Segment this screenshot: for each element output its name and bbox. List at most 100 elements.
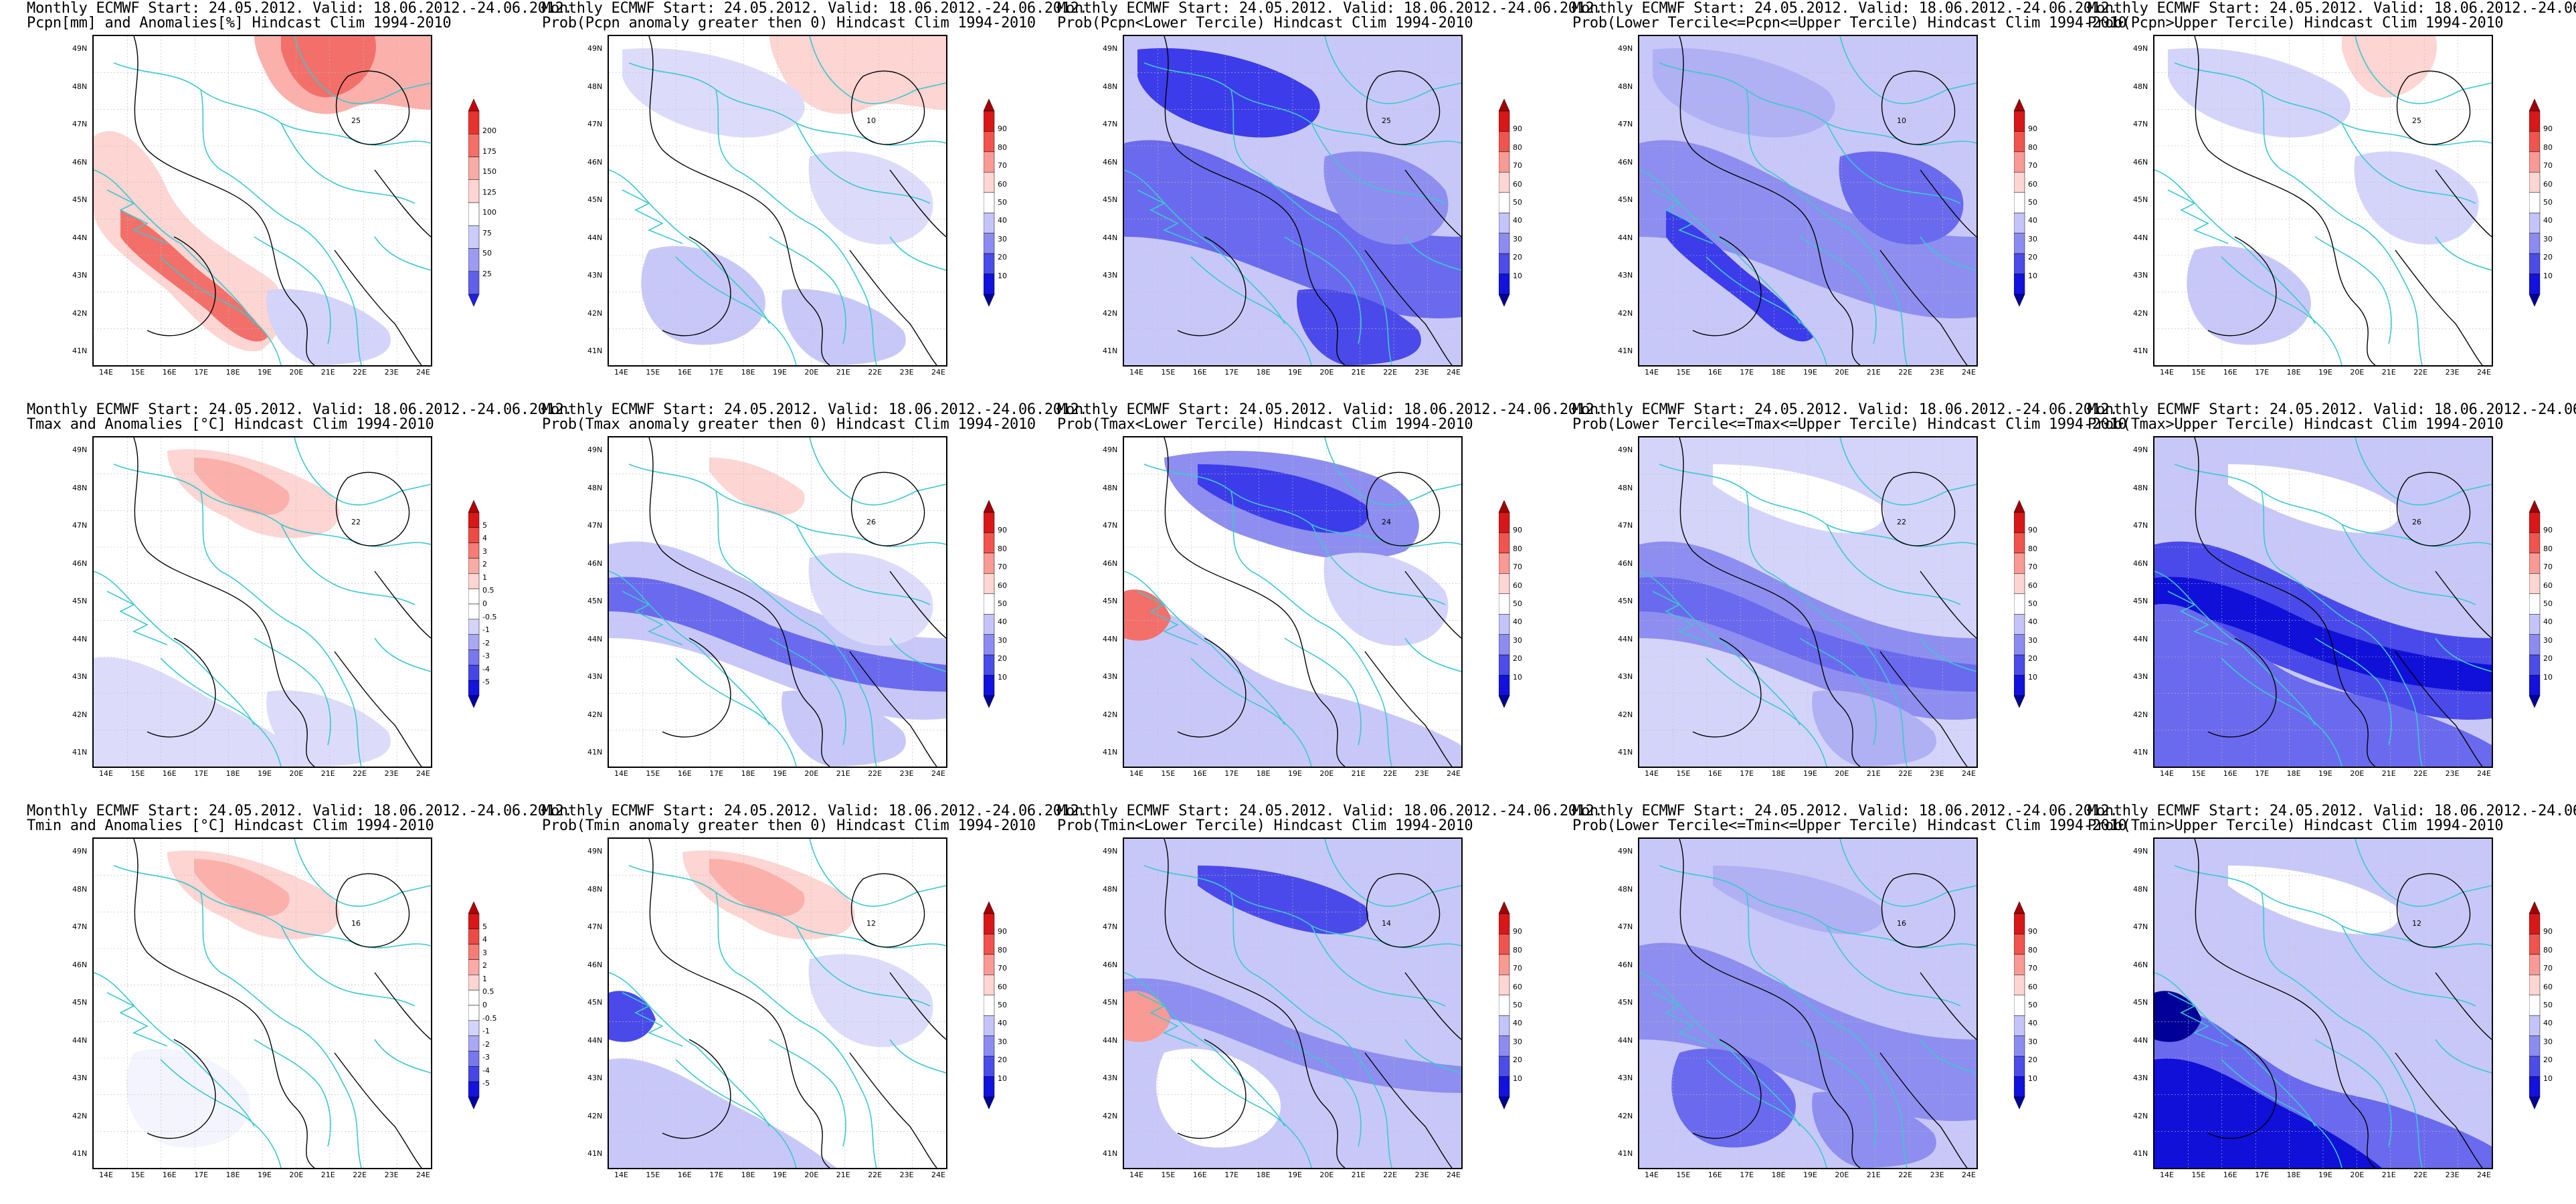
colorbar-tick-label: 10	[998, 271, 1007, 280]
latitude-tick-label: 48N	[587, 483, 603, 492]
longitude-tick-label: 14E	[1129, 368, 1143, 377]
panel-subtitle: Prob(Lower Tercile<=Tmax<=Upper Tercile)…	[1572, 416, 2127, 433]
panel-subtitle: Prob(Tmax>Upper Tercile) Hindcast Clim 1…	[2088, 416, 2504, 433]
latitude-tick-label: 49N	[2133, 847, 2148, 856]
latitude-tick-label: 48N	[72, 82, 88, 91]
contour-label: 24	[1382, 518, 1391, 526]
latitude-tick-label: 45N	[1103, 597, 1118, 605]
longitude-tick-label: 14E	[1129, 769, 1143, 778]
longitude-tick-label: 20E	[1835, 769, 1849, 778]
colorbar-tick-label: 80	[998, 544, 1007, 553]
longitude-tick-label: 18E	[741, 1171, 755, 1179]
latitude-tick-label: 44N	[587, 634, 603, 643]
latitude-tick-label: 42N	[1103, 308, 1118, 318]
colorbar	[1498, 901, 1536, 1138]
colorbar-tick-label: 70	[998, 563, 1007, 572]
longitude-tick-label: 22E	[868, 769, 883, 778]
colorbar-tick-label: 60	[1513, 179, 1522, 189]
colorbar-tick-label: 4	[482, 935, 487, 944]
longitude-tick-label: 16E	[1708, 368, 1722, 377]
panel-tmax-4: Monthly ECMWF Start: 24.05.2012. Valid: …	[1546, 401, 2127, 803]
colorbar-tick-label: 0	[482, 1001, 487, 1009]
colorbar-tick-label: -3	[482, 1053, 490, 1062]
colorbar-tick-label: 70	[2028, 964, 2037, 973]
longitude-tick-label: 18E	[1771, 1171, 1786, 1179]
longitude-tick-label: 16E	[162, 769, 177, 778]
longitude-tick-label: 14E	[614, 1171, 628, 1179]
panel-title: Monthly ECMWF Start: 24.05.2012. Valid: …	[1572, 0, 2118, 17]
latitude-tick-label: 43N	[1618, 271, 1633, 280]
colorbar-tick-label: 40	[1513, 617, 1522, 627]
latitude-tick-label: 46N	[1103, 157, 1118, 167]
longitude-tick-label: 23E	[384, 769, 399, 778]
panel-tmin-3: Monthly ECMWF Start: 24.05.2012. Valid: …	[1030, 803, 1603, 1204]
colorbar-tick-label: 90	[2543, 526, 2553, 535]
colorbar-tick-label: 70	[998, 964, 1007, 973]
colorbar-tick-label: 10	[1513, 672, 1522, 682]
colorbar-tick-label: 10	[2543, 1074, 2553, 1083]
longitude-tick-label: 17E	[1224, 769, 1239, 778]
longitude-tick-label: 19E	[258, 769, 272, 778]
colorbar-tick-label: 90	[998, 927, 1007, 936]
latitude-tick-label: 47N	[587, 922, 603, 931]
colorbar-tick-label: 60	[998, 581, 1007, 590]
colorbar-tick-label: 70	[998, 161, 1007, 171]
longitude-tick-label: 22E	[353, 368, 367, 377]
latitude-tick-label: 49N	[1103, 445, 1118, 454]
latitude-tick-label: 49N	[587, 847, 603, 856]
panel-subtitle: Prob(Lower Tercile<=Tmin<=Upper Tercile)…	[1572, 817, 2127, 834]
colorbar-tick-label: 30	[2543, 635, 2553, 645]
colorbar-tick-label: 30	[2543, 234, 2553, 243]
latitude-tick-label: 43N	[1103, 672, 1118, 681]
colorbar-tick-label: 50	[1513, 1001, 1522, 1009]
longitude-tick-label: 21E	[2381, 1171, 2396, 1179]
panel-tmin-1: Monthly ECMWF Start: 24.05.2012. Valid: …	[0, 803, 573, 1204]
contour-label: 10	[866, 116, 876, 125]
latitude-tick-label: 41N	[2133, 346, 2148, 355]
colorbar-tick-label: 30	[2028, 635, 2037, 645]
contour-label: 26	[866, 518, 876, 526]
latitude-tick-label: 49N	[587, 445, 603, 454]
latitude-tick-label: 46N	[1103, 960, 1118, 969]
longitude-tick-label: 19E	[2318, 368, 2332, 377]
longitude-tick-label: 23E	[899, 769, 914, 778]
colorbar	[2013, 901, 2051, 1138]
latitude-tick-label: 41N	[587, 346, 603, 355]
colorbar-tick-label: 60	[998, 179, 1007, 189]
colorbar-tick-label: 80	[2028, 544, 2037, 553]
longitude-tick-label: 22E	[1898, 1171, 1913, 1179]
latitude-tick-label: 45N	[1618, 195, 1633, 204]
map-frame: 22	[92, 436, 432, 768]
longitude-tick-label: 19E	[1288, 1171, 1302, 1179]
map-frame: 10	[608, 35, 947, 367]
latitude-tick-label: 47N	[1618, 922, 1633, 931]
latitude-tick-label: 48N	[72, 884, 88, 894]
colorbar-tick-label: 30	[2028, 234, 2037, 243]
map-field: 22	[1639, 437, 1976, 767]
colorbar-tick-label: 60	[2543, 179, 2553, 189]
latitude-tick-label: 42N	[1618, 308, 1633, 318]
longitude-tick-label: 24E	[1962, 1171, 1976, 1179]
longitude-tick-label: 17E	[194, 1171, 209, 1179]
colorbar-tick-label: -1	[482, 625, 490, 635]
latitude-tick-label: 49N	[1618, 44, 1633, 53]
longitude-tick-label: 18E	[225, 1171, 240, 1179]
colorbar-tick-label: 70	[2028, 161, 2037, 171]
longitude-tick-label: 17E	[709, 769, 724, 778]
colorbar-tick-label: 40	[1513, 216, 1522, 225]
longitude-tick-label: 17E	[1224, 1171, 1239, 1179]
latitude-tick-label: 46N	[72, 559, 88, 568]
colorbar-tick-label: 0.5	[482, 586, 494, 595]
map-field: 26	[609, 437, 946, 767]
longitude-tick-label: 17E	[194, 769, 209, 778]
longitude-tick-label: 17E	[1224, 368, 1239, 377]
latitude-tick-label: 47N	[2133, 120, 2148, 128]
latitude-tick-label: 47N	[72, 521, 88, 530]
longitude-tick-label: 19E	[2318, 769, 2332, 778]
longitude-tick-label: 16E	[677, 1171, 692, 1179]
colorbar-tick-label: 90	[998, 124, 1007, 134]
longitude-tick-label: 24E	[1447, 769, 1461, 778]
colorbar-tick-label: 60	[998, 982, 1007, 991]
latitude-tick-label: 49N	[72, 847, 88, 856]
colorbar-tick-label: 90	[1513, 526, 1522, 535]
